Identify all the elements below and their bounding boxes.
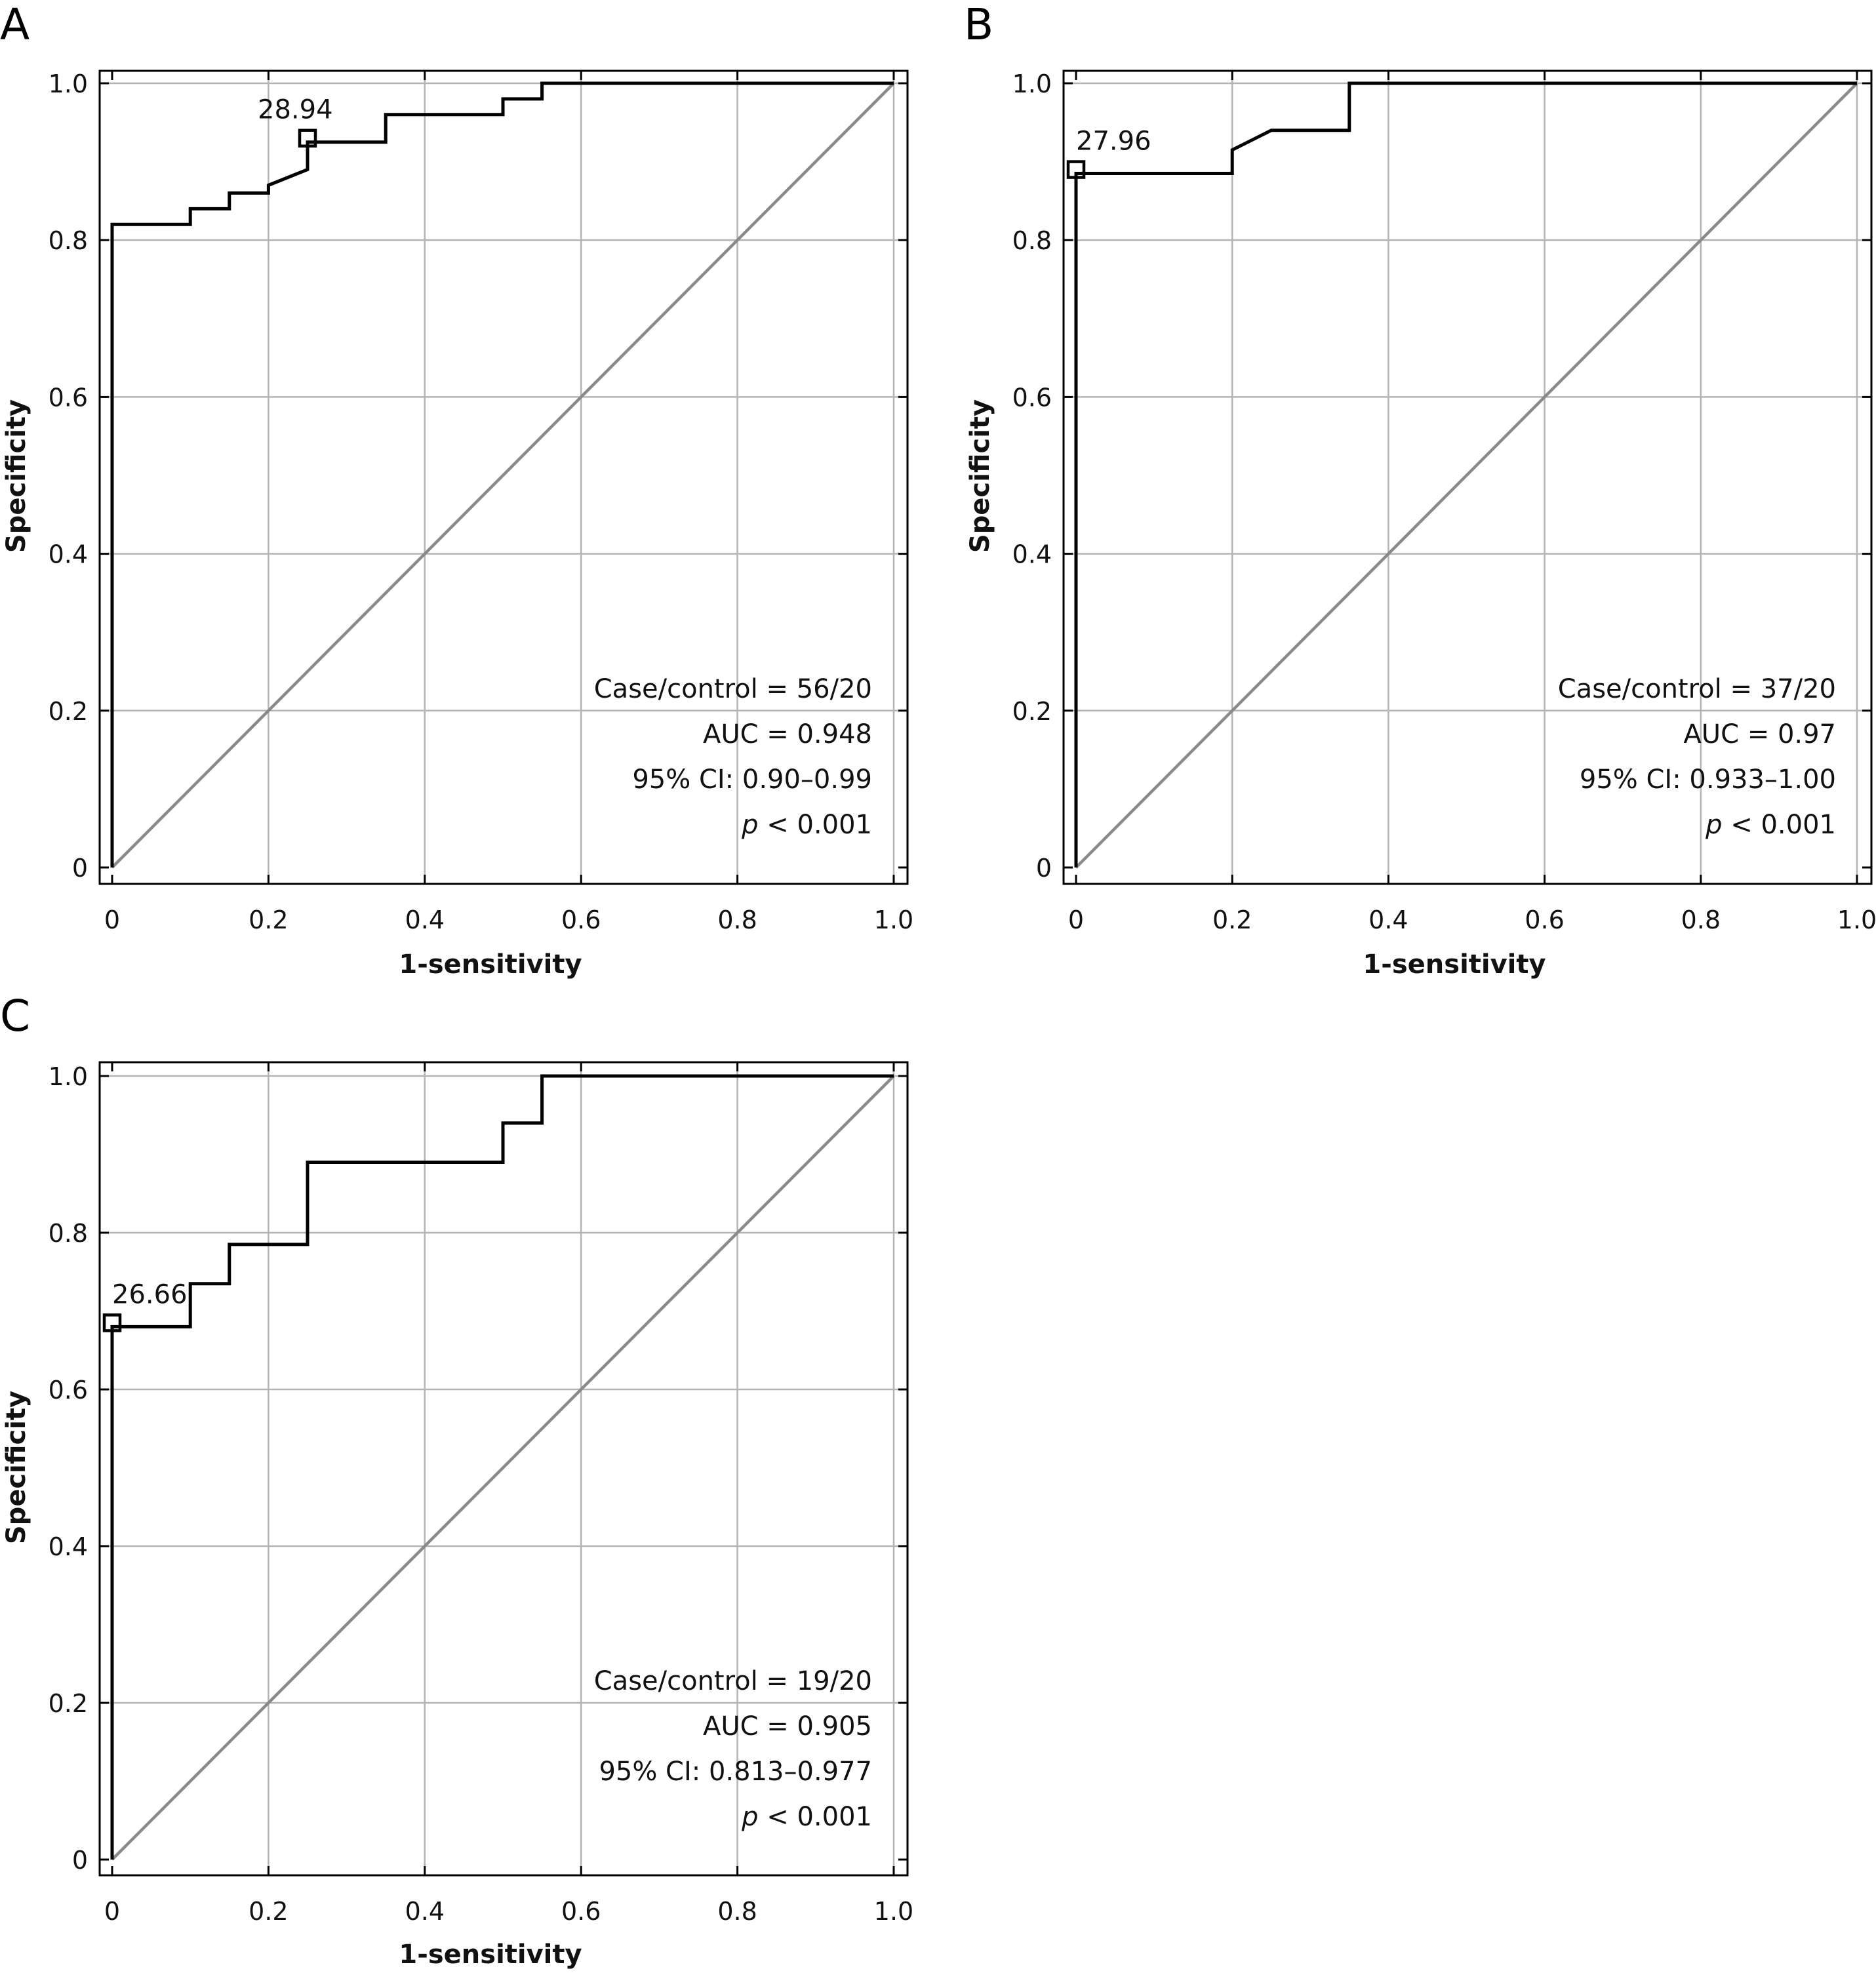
x-tick-label: 0.4 [1368,906,1408,934]
auc-annotation: AUC = 0.905 [703,1711,872,1742]
x-tick-label: 0.4 [405,906,445,934]
y-axis-label: Specificity [1,399,31,553]
roc-panel-c: C 0 0.2 0.4 0.6 0.8 1.0 0 0.2 0.4 0.6 0.8 1.0 1-sensi… [0,991,913,1970]
x-axis-label: 1-sensitivity [399,1940,582,1970]
y-tick-label: 0.8 [49,226,88,255]
cutoff-value-label: 26.66 [112,1279,188,1309]
y-tick-label: 0.4 [49,1532,88,1561]
roc-curve [110,1074,894,1860]
y-tick-label: 0.8 [49,1219,88,1248]
x-tick-label: 0.6 [561,1897,601,1926]
cutoff-point-marker [102,1313,122,1332]
y-tick-label: 0 [1036,854,1052,883]
ci-annotation: 95% CI: 0.813–0.977 [599,1757,872,1787]
y-tick-label: 0.8 [1012,226,1052,255]
p-value-annotation: p < 0.001 [741,810,872,840]
x-tick-label: 0.6 [1525,906,1564,934]
reference-diagonal-line [111,1075,895,1861]
roc-curve [1074,81,1857,867]
panel-letter: A [0,0,30,50]
x-axis-label: 1-sensitivity [399,949,582,980]
p-symbol: p [1705,810,1722,840]
ci-annotation: 95% CI: 0.90–0.99 [632,765,872,795]
reference-diagonal-line [1075,82,1858,869]
x-tick-label: 0.8 [717,906,757,934]
y-tick-label: 1.0 [1012,70,1052,98]
x-tick-label: 0.8 [1681,906,1721,934]
y-axis-label: Specificity [1,1391,31,1544]
x-tick-label: 1.0 [874,1897,913,1926]
x-tick-label: 1.0 [1837,906,1876,934]
x-tick-label: 0.6 [561,906,601,934]
p-value: < 0.001 [1723,810,1836,840]
plot-frame [98,70,909,885]
cutoff-value-label: 27.96 [1076,127,1151,157]
case-control-annotation: Case/control = 19/20 [594,1666,872,1696]
y-tick-label: 0.4 [1012,540,1052,569]
p-symbol: p [741,810,758,840]
p-symbol: p [741,1802,758,1832]
p-value-annotation: p < 0.001 [741,1802,872,1832]
y-tick-label: 0.2 [1012,697,1052,726]
roc-curve [110,81,894,867]
y-tick-label: 0.6 [49,383,88,412]
panel-letter: C [0,991,30,1041]
x-tick-label: 0.8 [717,1897,757,1926]
y-tick-label: 1.0 [49,1062,88,1091]
ci-annotation: 95% CI: 0.933–1.00 [1580,765,1836,795]
cutoff-point-marker [298,129,317,148]
x-tick-label: 0 [104,1897,120,1926]
p-value-annotation: p < 0.001 [1705,810,1836,840]
y-tick-label: 0.4 [49,540,88,569]
roc-panel-b: B 0 0.2 0.4 0.6 0.8 1.0 0 0.2 0.4 0.6 0.8 1.0 1-sensi… [964,0,1876,980]
x-tick-label: 0.2 [1212,906,1252,934]
x-axis-label: 1-sensitivity [1363,949,1546,980]
x-tick-label: 0 [104,906,120,934]
x-tick-label: 0.2 [249,1897,288,1926]
cutoff-point-marker [1066,160,1086,179]
p-value: < 0.001 [759,810,872,840]
p-value: < 0.001 [759,1802,872,1832]
case-control-annotation: Case/control = 56/20 [594,674,872,704]
case-control-annotation: Case/control = 37/20 [1558,674,1836,704]
y-tick-label: 0.6 [49,1376,88,1405]
y-tick-label: 0 [72,854,88,883]
auc-annotation: AUC = 0.948 [703,719,872,749]
plot-frame [1062,70,1873,885]
y-axis-label: Specificity [965,399,995,553]
x-tick-label: 0.4 [405,1897,445,1926]
y-tick-label: 0.2 [49,1689,88,1718]
x-tick-label: 1.0 [874,906,913,934]
roc-panel-a: A 0 0.2 0.4 0.6 0.8 1.0 0 0.2 0.4 0.6 0.8 1.0 1-sensi… [0,0,913,980]
x-tick-label: 0 [1068,906,1084,934]
y-tick-label: 0 [72,1846,88,1875]
cutoff-value-label: 28.94 [258,95,333,125]
x-tick-label: 0.2 [249,906,288,934]
y-tick-label: 1.0 [49,70,88,98]
auc-annotation: AUC = 0.97 [1683,719,1836,749]
reference-diagonal-line [111,82,895,869]
y-tick-label: 0.2 [49,697,88,726]
plot-frame [98,1061,909,1877]
y-tick-label: 0.6 [1012,383,1052,412]
panel-letter: B [964,0,993,50]
